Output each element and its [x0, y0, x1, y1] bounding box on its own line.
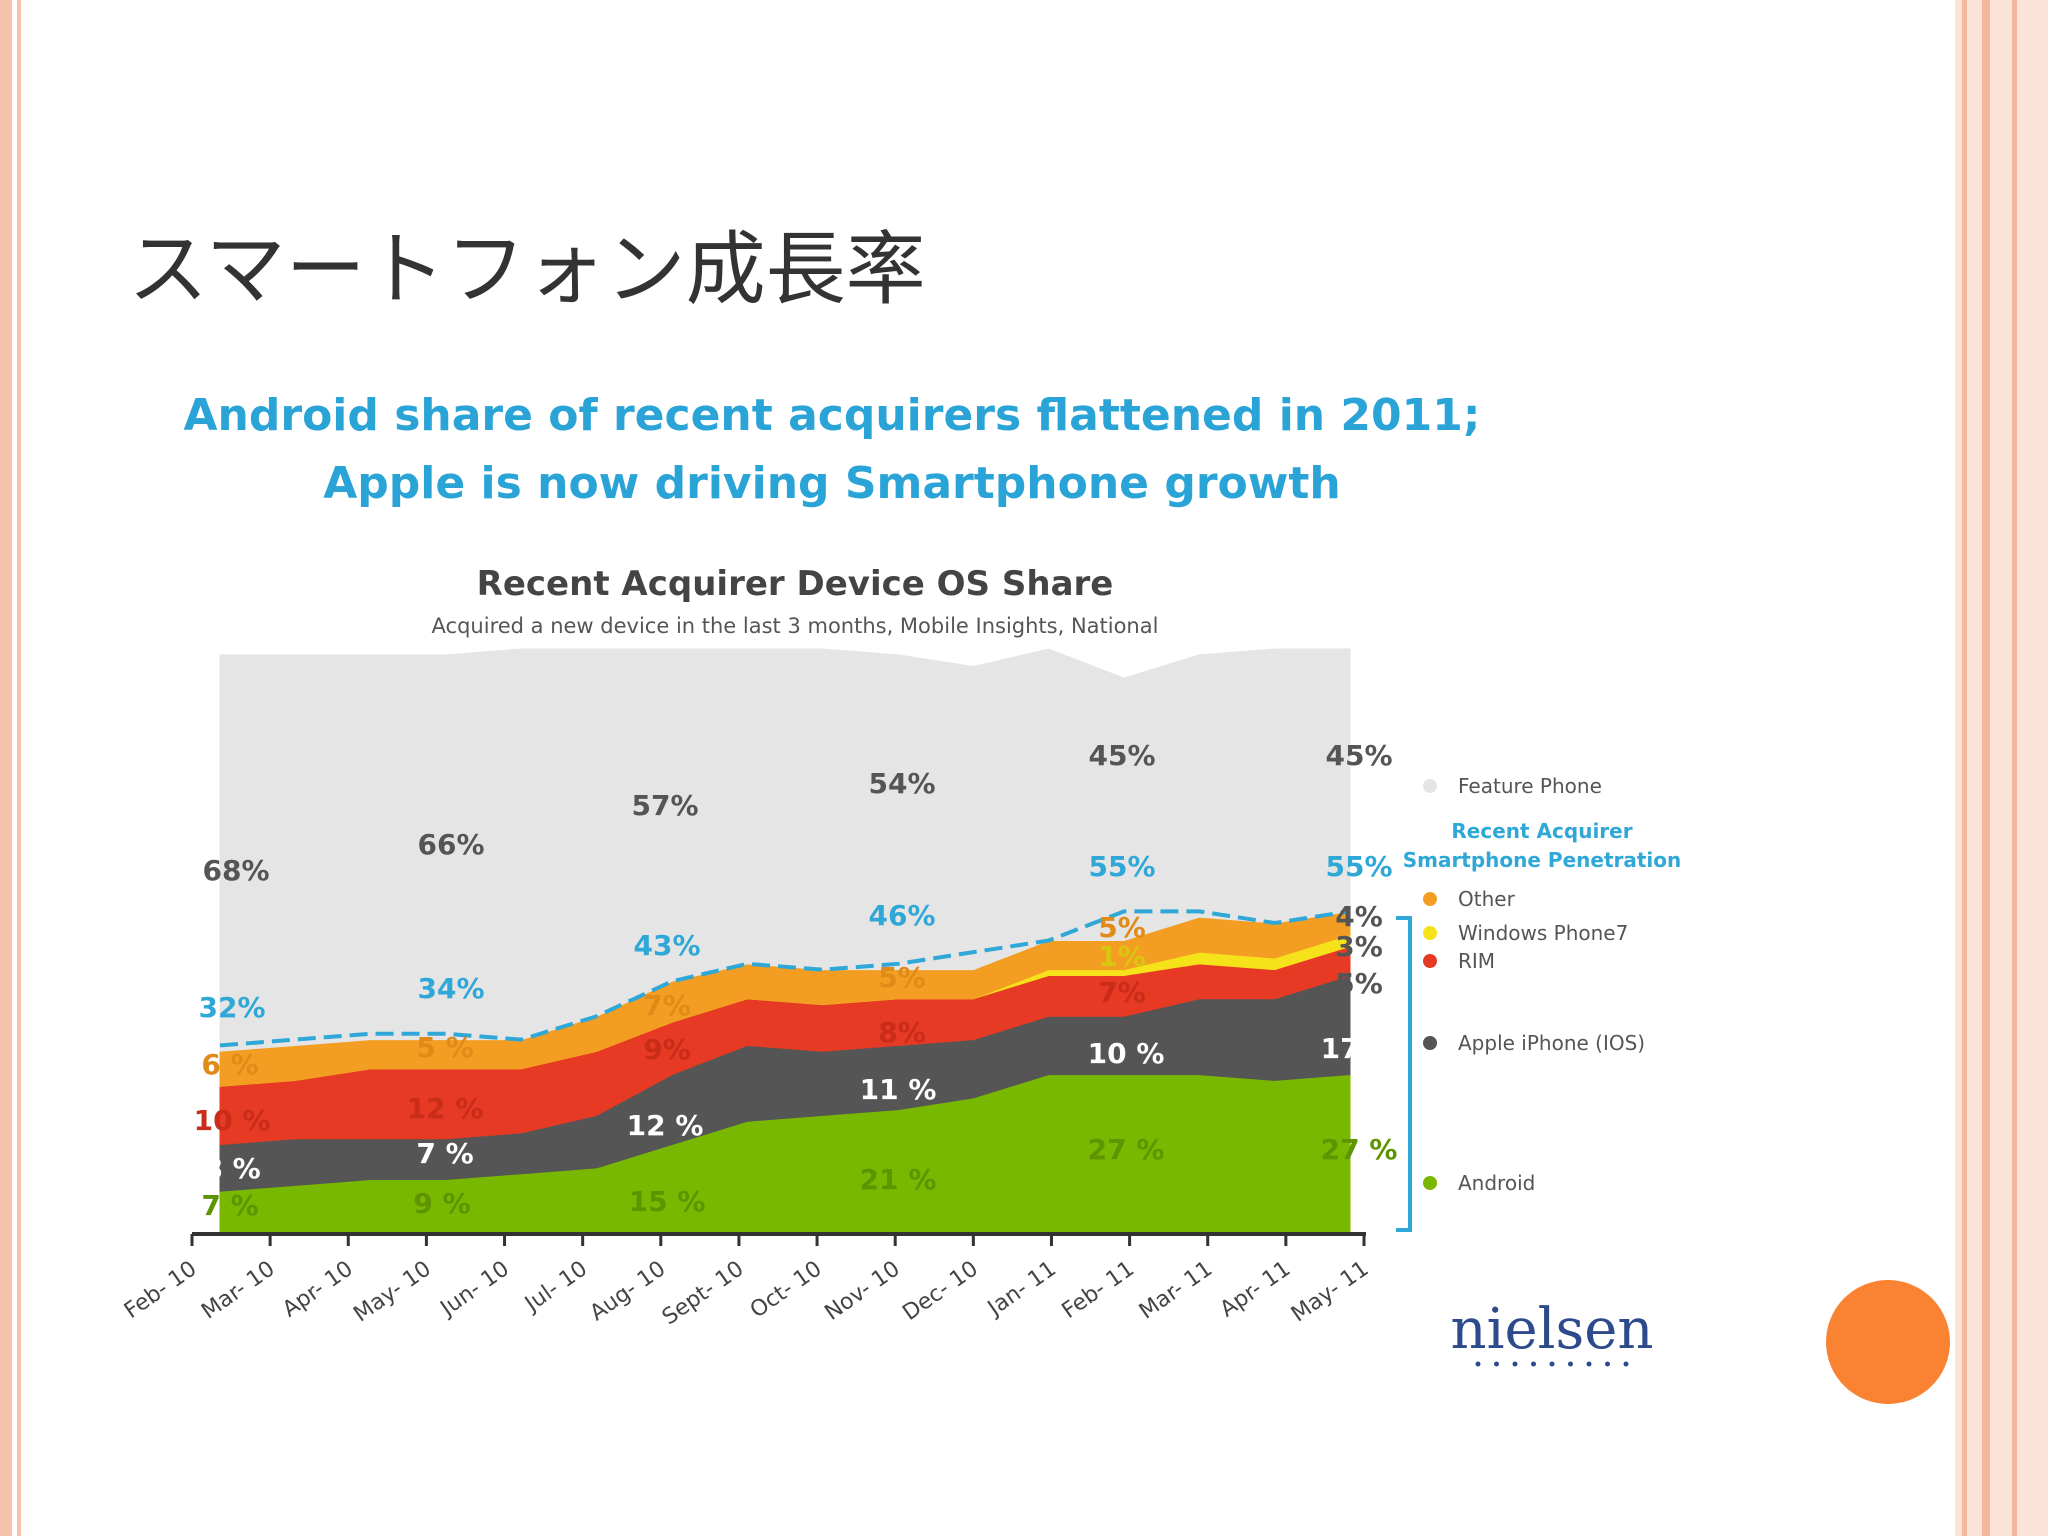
data-label: 1%	[1098, 940, 1146, 973]
data-label: 5%	[1098, 911, 1146, 944]
data-label: 57%	[631, 789, 698, 822]
data-label: 7 %	[416, 1137, 473, 1170]
data-label: 10 %	[1088, 1037, 1165, 1070]
logo-dot	[1605, 1361, 1610, 1367]
logo-dot	[1494, 1361, 1499, 1367]
stacked-areas	[219, 648, 1351, 1233]
data-label: 17 %	[1321, 1032, 1398, 1065]
left-frame-border	[0, 0, 12, 1536]
data-label: 7%	[643, 989, 691, 1022]
right-frame-border	[1955, 0, 2048, 1536]
decorative-orange-circle	[1826, 1280, 1950, 1404]
data-label: 66%	[417, 828, 484, 861]
smartphone-penetration-line	[219, 909, 1351, 1048]
data-label: 12 %	[407, 1092, 484, 1125]
legend-bracket	[1396, 916, 1412, 1232]
data-label: 34%	[417, 972, 484, 1005]
chart-headline-line-2: Apple is now driving Smartphone growth	[323, 458, 1341, 509]
data-label: 5 %	[416, 1031, 473, 1064]
data-label: 4%	[1335, 900, 1383, 933]
data-label: 54%	[868, 767, 935, 800]
x-tick-label: Feb- 10	[120, 1256, 201, 1323]
legend-label: Recent Acquirer	[1451, 819, 1632, 843]
chart-subtitle: Acquired a new device in the last 3 mont…	[432, 614, 1159, 638]
data-label: 7 %	[201, 1189, 258, 1222]
legend: Feature Phone Recent Acquirer Smartphone P…	[1396, 774, 1682, 1232]
logo-dot	[1512, 1361, 1518, 1367]
legend-label: Feature Phone	[1458, 774, 1602, 798]
data-label: 55%	[1088, 850, 1155, 883]
legend-label: RIM	[1458, 949, 1495, 973]
logo-dot	[1568, 1361, 1573, 1367]
logo-dot	[1549, 1361, 1555, 1367]
data-label: 3%	[1335, 930, 1383, 963]
data-label: 10 %	[194, 1104, 271, 1137]
data-label: 12 %	[627, 1109, 704, 1142]
data-label: 9%	[643, 1033, 691, 1066]
data-label: 11 %	[860, 1073, 937, 1106]
data-label: 32%	[198, 991, 265, 1024]
data-label: 15 %	[629, 1185, 706, 1218]
chart-headline-line-1: Android share of recent acquirers flatte…	[184, 390, 1481, 441]
legend-label: Apple iPhone (IOS)	[1458, 1031, 1645, 1055]
data-label: 55%	[1325, 850, 1392, 883]
data-label: 6 %	[201, 1048, 258, 1081]
data-label: 45%	[1088, 739, 1155, 772]
legend-label: Smartphone Penetration	[1403, 848, 1682, 872]
legend-swatch	[1423, 779, 1437, 793]
right-frame-line	[1982, 0, 1990, 1536]
data-label: 43%	[633, 929, 700, 962]
legend-swatch	[1423, 954, 1437, 968]
data-label: 8 %	[203, 1152, 260, 1185]
legend-swatch	[1423, 892, 1437, 906]
legend-swatch	[1423, 926, 1437, 940]
data-label: 27 %	[1088, 1133, 1165, 1166]
logo-dot	[1475, 1361, 1481, 1367]
nielsen-logo-dots	[1475, 1361, 1629, 1367]
data-label: 27 %	[1321, 1133, 1398, 1166]
legend-swatch	[1423, 1036, 1437, 1050]
logo-dot	[1531, 1361, 1536, 1367]
chart-title: Recent Acquirer Device OS Share	[477, 564, 1114, 604]
left-frame-line	[17, 0, 21, 1536]
data-labels: 68% 66% 57% 54% 45% 45% 32% 34% 43% 46% 55% 55% 6 % 5…	[194, 739, 1398, 1222]
data-label: 5%	[878, 961, 926, 994]
nielsen-logo: nielsen	[1451, 1297, 1654, 1362]
data-label: 5%	[1335, 967, 1383, 1000]
legend-label: Windows Phone7	[1458, 921, 1628, 945]
data-label: 8%	[878, 1016, 926, 1049]
data-label: 21 %	[860, 1163, 937, 1196]
legend-swatch	[1423, 1176, 1437, 1190]
logo-dot	[1586, 1361, 1592, 1367]
data-label: 68%	[202, 854, 269, 887]
data-label: 45%	[1325, 739, 1392, 772]
logo-dot	[1623, 1361, 1629, 1367]
legend-label: Other	[1458, 887, 1516, 911]
legend-label: Android	[1458, 1171, 1535, 1195]
data-label: 46%	[868, 899, 935, 932]
data-label: 7%	[1098, 976, 1146, 1009]
slide-title: スマートフォン成長率	[128, 223, 926, 316]
data-label: 9 %	[413, 1187, 470, 1220]
right-frame-line	[1962, 0, 1967, 1536]
right-frame-line	[2012, 0, 2017, 1536]
